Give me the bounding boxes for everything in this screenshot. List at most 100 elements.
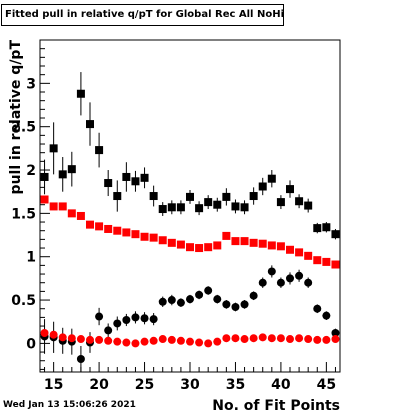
data-point-square (222, 192, 231, 201)
data-point-square (140, 173, 149, 182)
data-point-circle (258, 333, 267, 342)
data-point-square (213, 200, 222, 209)
data-point-square (58, 202, 67, 211)
chart-title: Fitted pull in relative q/pT for Global … (1, 4, 284, 26)
data-point-circle (158, 297, 167, 306)
data-point-square (149, 233, 158, 242)
data-point-square (167, 203, 176, 212)
data-point-circle (295, 334, 304, 343)
data-point-square (158, 236, 167, 245)
data-point-circle (95, 312, 104, 321)
y-tick-label: 1 (26, 250, 36, 266)
data-point-square (131, 177, 140, 186)
data-point-circle (240, 335, 249, 344)
data-point-square (104, 224, 113, 233)
x-tick-label: 25 (135, 377, 154, 393)
data-point-square (40, 195, 49, 204)
data-point-square (158, 205, 167, 214)
data-point-circle (267, 267, 276, 276)
data-point-circle (304, 278, 313, 287)
data-point-square (104, 179, 113, 188)
data-point-square (113, 226, 122, 235)
y-tick-label: 3 (26, 76, 36, 92)
data-point-circle (176, 336, 185, 345)
y-tick-label: 0.5 (11, 293, 36, 309)
x-tick-label: 20 (89, 377, 109, 393)
data-point-circle (167, 296, 176, 305)
data-point-square (95, 222, 104, 231)
data-point-circle (286, 335, 294, 344)
data-point-square (322, 257, 331, 266)
data-point-square (40, 172, 49, 181)
data-point-square (276, 242, 285, 251)
data-point-circle (158, 335, 167, 344)
data-point-circle (322, 311, 331, 320)
data-point-square (76, 211, 85, 220)
data-point-circle (104, 336, 113, 345)
data-point-square (122, 228, 131, 237)
data-point-square (322, 223, 331, 232)
data-point-square (249, 238, 258, 247)
data-point-square (231, 237, 240, 246)
data-point-circle (149, 336, 158, 345)
y-tick-label: 2.5 (11, 120, 36, 136)
data-point-circle (331, 328, 340, 337)
data-point-square (304, 251, 313, 260)
data-point-circle (140, 314, 149, 323)
data-point-square (186, 192, 194, 201)
x-tick-label: 30 (180, 377, 200, 393)
data-point-square (95, 146, 104, 155)
data-point-square (176, 240, 185, 249)
data-point-circle (140, 337, 149, 346)
data-point-square (86, 120, 94, 129)
y-tick-label: 0 (26, 336, 36, 352)
data-point-circle (249, 334, 258, 343)
data-point-square (240, 203, 249, 212)
data-point-square (331, 230, 340, 239)
data-point-circle (276, 278, 285, 287)
data-point-square (313, 256, 322, 265)
data-point-square (67, 209, 76, 218)
data-point-square (204, 243, 213, 252)
data-point-square (304, 201, 313, 210)
data-point-square (149, 192, 158, 201)
data-point-square (140, 232, 149, 241)
data-point-circle (240, 300, 249, 309)
data-point-square (331, 260, 340, 269)
data-point-square (286, 185, 294, 194)
x-tick-label: 15 (44, 377, 63, 393)
data-point-circle (40, 328, 49, 337)
data-point-square (58, 170, 67, 179)
data-point-circle (167, 335, 176, 344)
data-point-square (313, 224, 322, 233)
data-point-circle (204, 339, 213, 348)
data-point-circle (95, 335, 104, 344)
data-point-circle (122, 338, 131, 347)
data-point-circle (267, 334, 276, 343)
data-point-square (86, 220, 94, 229)
data-point-circle (213, 337, 222, 346)
data-point-circle (131, 313, 140, 322)
data-point-square (113, 192, 122, 201)
data-point-square (49, 202, 58, 211)
data-point-square (195, 244, 204, 253)
data-point-square (186, 243, 194, 252)
data-point-square (213, 241, 222, 250)
data-point-circle (67, 334, 76, 343)
data-point-square (258, 239, 267, 248)
data-point-square (249, 192, 258, 201)
data-point-square (240, 237, 249, 246)
data-markers (40, 72, 340, 372)
data-point-circle (76, 335, 85, 344)
data-point-circle (204, 286, 213, 295)
data-point-square (267, 174, 276, 183)
data-point-circle (231, 302, 240, 311)
data-point-circle (104, 326, 113, 335)
data-point-circle (131, 339, 140, 348)
data-point-circle (322, 335, 331, 344)
data-point-circle (258, 278, 267, 287)
data-point-circle (231, 334, 240, 343)
timestamp: Wed Jan 13 15:06:26 2021 (3, 400, 136, 410)
data-point-circle (295, 271, 304, 280)
